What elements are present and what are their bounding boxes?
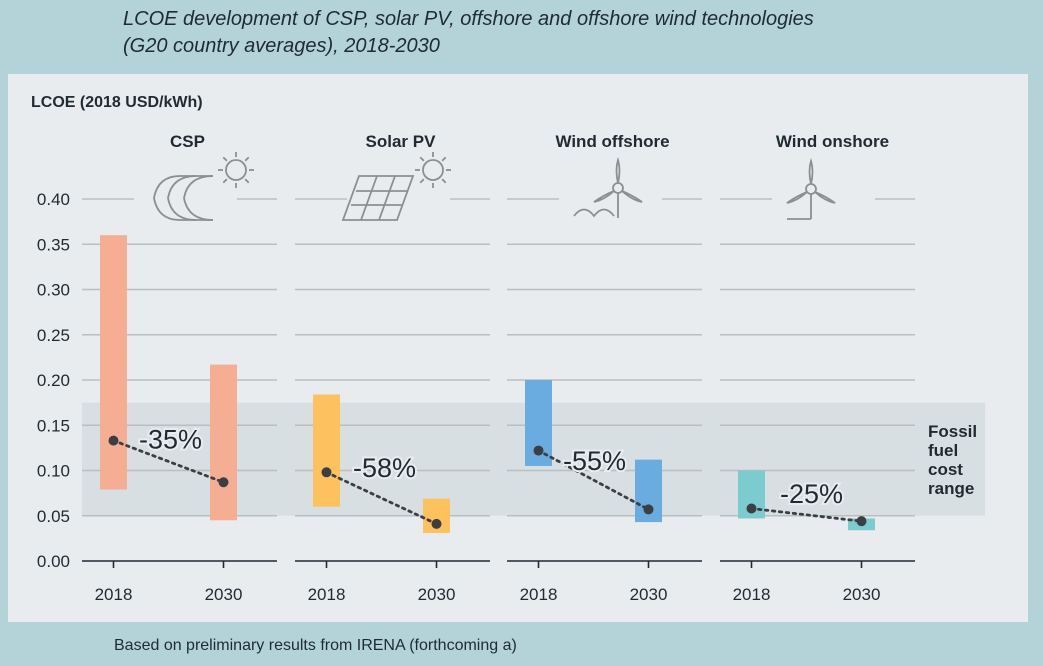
chart-title-line-1: LCOE development of CSP, solar PV, offsh… bbox=[123, 8, 814, 30]
y-tick-label: 0.30 bbox=[37, 281, 70, 300]
average-point bbox=[321, 467, 332, 478]
trend-line bbox=[325, 470, 438, 526]
trend-line bbox=[112, 439, 225, 484]
y-tick-label: 0.00 bbox=[37, 552, 70, 571]
y-tick-label: 0.15 bbox=[37, 416, 70, 435]
y-tick-label: 0.25 bbox=[37, 326, 70, 345]
average-point bbox=[643, 504, 654, 515]
x-tick-label: 2030 bbox=[630, 585, 668, 604]
y-tick-label: 0.20 bbox=[37, 371, 70, 390]
fossil-range-label: range bbox=[928, 479, 974, 498]
fossil-range-label: cost bbox=[928, 460, 963, 479]
x-tick-label: 2018 bbox=[95, 585, 133, 604]
y-tick-label: 0.40 bbox=[37, 190, 70, 209]
csp-icon bbox=[153, 152, 254, 221]
change-label: -58% bbox=[353, 453, 416, 483]
x-tick-label: 2030 bbox=[418, 585, 456, 604]
wind-onshore-icon bbox=[786, 157, 836, 220]
panel-title: Wind offshore bbox=[555, 132, 669, 151]
trend-line bbox=[750, 507, 863, 523]
source-note: Based on preliminary results from IRENA … bbox=[114, 637, 517, 654]
panel-title: Wind onshore bbox=[776, 132, 889, 151]
bar-2018 bbox=[100, 235, 127, 490]
panel-title: CSP bbox=[170, 132, 205, 151]
bar-2018 bbox=[313, 394, 340, 507]
fossil-range-label: fuel bbox=[928, 441, 958, 460]
average-point bbox=[431, 518, 442, 529]
chart-panel bbox=[8, 74, 1028, 622]
average-point bbox=[746, 503, 757, 514]
y-axis-label: LCOE (2018 USD/kWh) bbox=[31, 94, 203, 111]
chart-title-line-2: (G20 country averages), 2018-2030 bbox=[123, 35, 440, 57]
x-tick-label: 2030 bbox=[843, 585, 881, 604]
solar-pv-icon bbox=[341, 152, 451, 221]
average-point bbox=[218, 477, 229, 488]
y-tick-label: 0.10 bbox=[37, 462, 70, 481]
panel-title: Solar PV bbox=[366, 132, 437, 151]
change-label: -55% bbox=[563, 446, 626, 476]
trend-line bbox=[537, 449, 650, 511]
y-tick-label: 0.35 bbox=[37, 235, 70, 254]
change-label: -35% bbox=[139, 424, 202, 454]
x-tick-label: 2030 bbox=[205, 585, 243, 604]
average-point bbox=[856, 516, 867, 527]
x-tick-label: 2018 bbox=[733, 585, 771, 604]
change-label: -25% bbox=[780, 479, 843, 509]
wind-offshore-icon bbox=[573, 156, 643, 218]
y-tick-label: 0.05 bbox=[37, 507, 70, 526]
average-point bbox=[108, 435, 119, 446]
x-tick-label: 2018 bbox=[308, 585, 346, 604]
chart-title: LCOE development of CSP, solar PV, offsh… bbox=[123, 6, 983, 60]
bar-2030 bbox=[210, 364, 237, 521]
fossil-range-label: Fossil bbox=[928, 422, 977, 441]
average-point bbox=[533, 445, 544, 456]
x-tick-label: 2018 bbox=[520, 585, 558, 604]
